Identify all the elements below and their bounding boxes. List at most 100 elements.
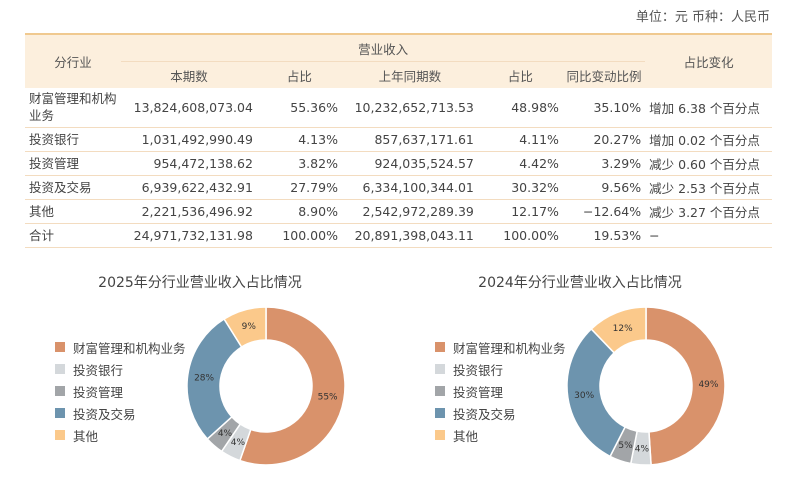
legend-item: 财富管理和机构业务 <box>55 336 186 358</box>
value-cell: 9.56% <box>562 175 646 200</box>
legend-swatch <box>435 364 445 374</box>
legend-item: 其他 <box>435 424 566 446</box>
subheader: 占比 <box>477 61 563 88</box>
table-row: 其他 2,221,536,496.92 8.90% 2,542,972,289.39 1… <box>25 199 772 224</box>
segment-cell: 合计 <box>25 223 121 248</box>
table-row: 投资及交易 6,939,622,432.91 27.79% 6,334,100,344… <box>25 175 772 200</box>
slice-label: 28% <box>194 373 214 383</box>
value-cell: 27.79% <box>256 175 342 200</box>
donut-slice <box>238 306 346 466</box>
value-cell: − <box>645 223 772 248</box>
value-cell: 19.53% <box>562 223 646 248</box>
value-cell: 2,221,536,496.92 <box>121 199 257 224</box>
donut-chart: 55% 4%4% 28% 9% <box>186 306 346 466</box>
legend-label: 其他 <box>453 428 479 444</box>
value-cell: 24,971,732,131.98 <box>121 223 257 248</box>
legend-label: 投资及交易 <box>73 406 136 422</box>
value-cell: 924,035,524.57 <box>341 151 478 176</box>
value-cell: 增加 6.38 个百分点 <box>645 88 772 128</box>
legend-item: 投资管理 <box>55 380 186 402</box>
legend-item: 投资及交易 <box>435 402 566 424</box>
value-cell: 20,891,398,043.11 <box>341 223 478 248</box>
value-cell: 减少 3.27 个百分点 <box>645 199 772 224</box>
legend-label: 投资银行 <box>453 362 504 378</box>
slice-label: 55% <box>318 392 338 402</box>
value-cell: −12.64% <box>562 199 646 224</box>
legend-label: 财富管理和机构业务 <box>453 340 566 356</box>
segment-cell: 投资及交易 <box>25 175 121 200</box>
value-cell: 55.36% <box>256 88 342 128</box>
legend-swatch <box>55 342 65 352</box>
legend: 财富管理和机构业务 投资银行投资管理投资及交易其他 <box>435 336 566 446</box>
donut-slice <box>590 306 647 354</box>
legend-label: 投资及交易 <box>453 406 516 422</box>
slice-label: 49% <box>698 380 718 390</box>
value-cell: 8.90% <box>256 199 342 224</box>
value-cell: 2,542,972,289.39 <box>341 199 478 224</box>
table-row: 财富管理和机构业务 13,824,608,073.04 55.36% 10,232,6… <box>25 88 772 128</box>
segment-cell: 投资银行 <box>25 127 121 152</box>
value-cell: 10,232,652,713.53 <box>341 88 478 128</box>
slice-label: 9% <box>242 322 257 332</box>
value-cell: 增加 0.02 个百分点 <box>645 127 772 152</box>
legend-swatch <box>55 364 65 374</box>
value-cell: 减少 0.60 个百分点 <box>645 151 772 176</box>
value-cell: 4.11% <box>477 127 563 152</box>
donut-slice <box>223 306 267 349</box>
slice-label: 4% <box>231 438 246 448</box>
header-change: 占比变化 <box>645 34 772 88</box>
subheader: 占比 <box>256 61 342 88</box>
value-cell: 30.32% <box>477 175 563 200</box>
legend-swatch <box>55 386 65 396</box>
legend-item: 投资银行 <box>435 358 566 380</box>
value-cell: 12.17% <box>477 199 563 224</box>
legend-label: 投资银行 <box>73 362 124 378</box>
value-cell: 3.29% <box>562 151 646 176</box>
value-cell: 100.00% <box>256 223 342 248</box>
subheader: 上年同期数 <box>341 61 478 88</box>
legend-label: 财富管理和机构业务 <box>73 340 186 356</box>
legend-item: 财富管理和机构业务 <box>435 336 566 358</box>
table-row: 合计 24,971,732,131.98 100.00% 20,891,398,043… <box>25 223 772 248</box>
slice-label: 12% <box>613 324 633 334</box>
chart-2025: 2025年分行业营业收入占比情况财富管理和机构业务 投资银行投资管理投资及交易其他… <box>10 268 390 478</box>
value-cell: 857,637,171.61 <box>341 127 478 152</box>
value-cell: 3.82% <box>256 151 342 176</box>
revenue-table: 分行业 营业收入 占比变化 本期数 占比 上年同期数 占比 同比变动比例 财富管理和机构… <box>25 33 772 248</box>
chart-title: 2024年分行业营业收入占比情况 <box>478 275 682 291</box>
slice-label: 5% <box>618 441 633 451</box>
subheader: 同比变动比例 <box>562 61 646 88</box>
donut-slice <box>566 327 627 458</box>
legend-swatch <box>435 342 445 352</box>
value-cell: 4.42% <box>477 151 563 176</box>
chart-title: 2025年分行业营业收入占比情况 <box>98 275 302 291</box>
segment-cell: 投资管理 <box>25 151 121 176</box>
table-row: 投资管理 954,472,138.62 3.82% 924,035,524.57 4.4… <box>25 151 772 176</box>
subheader: 本期数 <box>121 61 257 88</box>
value-cell: 13,824,608,073.04 <box>121 88 257 128</box>
header-segment: 分行业 <box>25 34 121 88</box>
value-cell: 6,334,100,344.01 <box>341 175 478 200</box>
value-cell: 954,472,138.62 <box>121 151 257 176</box>
legend-swatch <box>435 430 445 440</box>
legend-label: 投资管理 <box>453 384 504 400</box>
value-cell: 1,031,492,990.49 <box>121 127 257 152</box>
donut-chart: 49% 4%5% 30% 12% <box>566 306 726 466</box>
value-cell: 4.13% <box>256 127 342 152</box>
slice-label: 30% <box>574 391 594 401</box>
legend-item: 其他 <box>55 424 186 446</box>
legend: 财富管理和机构业务 投资银行投资管理投资及交易其他 <box>55 336 186 446</box>
legend-item: 投资管理 <box>435 380 566 402</box>
unit-note: 单位：元 币种：人民币 <box>635 10 770 25</box>
legend-swatch <box>55 408 65 418</box>
legend-item: 投资银行 <box>55 358 186 380</box>
segment-cell: 财富管理和机构业务 <box>25 88 121 128</box>
legend-swatch <box>435 386 445 396</box>
segment-cell: 其他 <box>25 199 121 224</box>
table-row: 投资银行 1,031,492,990.49 4.13% 857,637,171.61 4… <box>25 127 772 152</box>
donut-slice <box>645 306 726 466</box>
value-cell: 20.27% <box>562 127 646 152</box>
slice-label: 4% <box>635 444 650 454</box>
legend-swatch <box>435 408 445 418</box>
legend-label: 其他 <box>73 428 99 444</box>
